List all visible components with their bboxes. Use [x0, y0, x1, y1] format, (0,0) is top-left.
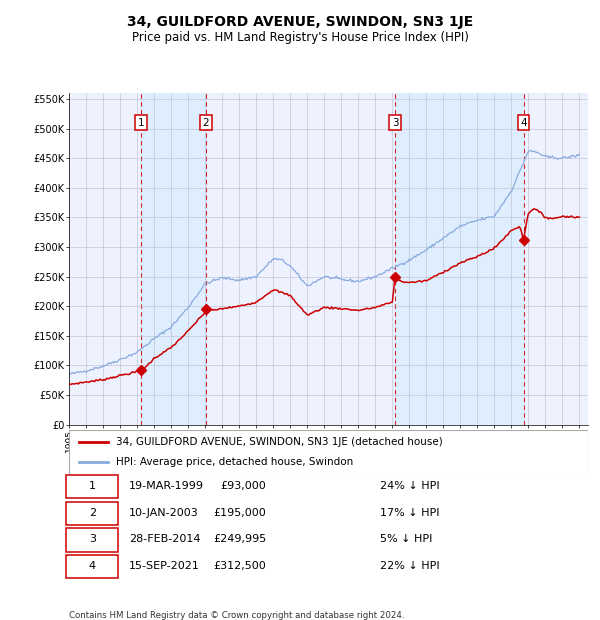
Text: 28-FEB-2014: 28-FEB-2014: [128, 534, 200, 544]
Text: 10-JAN-2003: 10-JAN-2003: [128, 508, 199, 518]
Text: 5% ↓ HPI: 5% ↓ HPI: [380, 534, 433, 544]
Text: 22% ↓ HPI: 22% ↓ HPI: [380, 561, 440, 571]
Text: 3: 3: [89, 534, 96, 544]
Text: £312,500: £312,500: [214, 561, 266, 571]
FancyBboxPatch shape: [67, 528, 118, 552]
Text: 2: 2: [89, 508, 96, 518]
Text: £195,000: £195,000: [214, 508, 266, 518]
Text: 2: 2: [202, 118, 209, 128]
FancyBboxPatch shape: [67, 475, 118, 498]
Text: 3: 3: [392, 118, 398, 128]
Text: 4: 4: [520, 118, 527, 128]
Text: 15-SEP-2021: 15-SEP-2021: [128, 561, 200, 571]
Text: 1: 1: [137, 118, 144, 128]
Text: 24% ↓ HPI: 24% ↓ HPI: [380, 481, 440, 491]
Text: Contains HM Land Registry data © Crown copyright and database right 2024.
This d: Contains HM Land Registry data © Crown c…: [69, 611, 404, 620]
Text: 34, GUILDFORD AVENUE, SWINDON, SN3 1JE (detached house): 34, GUILDFORD AVENUE, SWINDON, SN3 1JE (…: [116, 437, 442, 447]
Text: 19-MAR-1999: 19-MAR-1999: [128, 481, 203, 491]
Text: HPI: Average price, detached house, Swindon: HPI: Average price, detached house, Swin…: [116, 457, 353, 467]
FancyBboxPatch shape: [67, 502, 118, 525]
Text: £249,995: £249,995: [213, 534, 266, 544]
Text: £93,000: £93,000: [220, 481, 266, 491]
Bar: [395, 93, 524, 425]
Text: 17% ↓ HPI: 17% ↓ HPI: [380, 508, 440, 518]
Text: Price paid vs. HM Land Registry's House Price Index (HPI): Price paid vs. HM Land Registry's House …: [131, 31, 469, 43]
Bar: [141, 93, 206, 425]
Text: 34, GUILDFORD AVENUE, SWINDON, SN3 1JE: 34, GUILDFORD AVENUE, SWINDON, SN3 1JE: [127, 15, 473, 29]
FancyBboxPatch shape: [67, 555, 118, 578]
Text: 1: 1: [89, 481, 96, 491]
Text: 4: 4: [89, 561, 96, 571]
